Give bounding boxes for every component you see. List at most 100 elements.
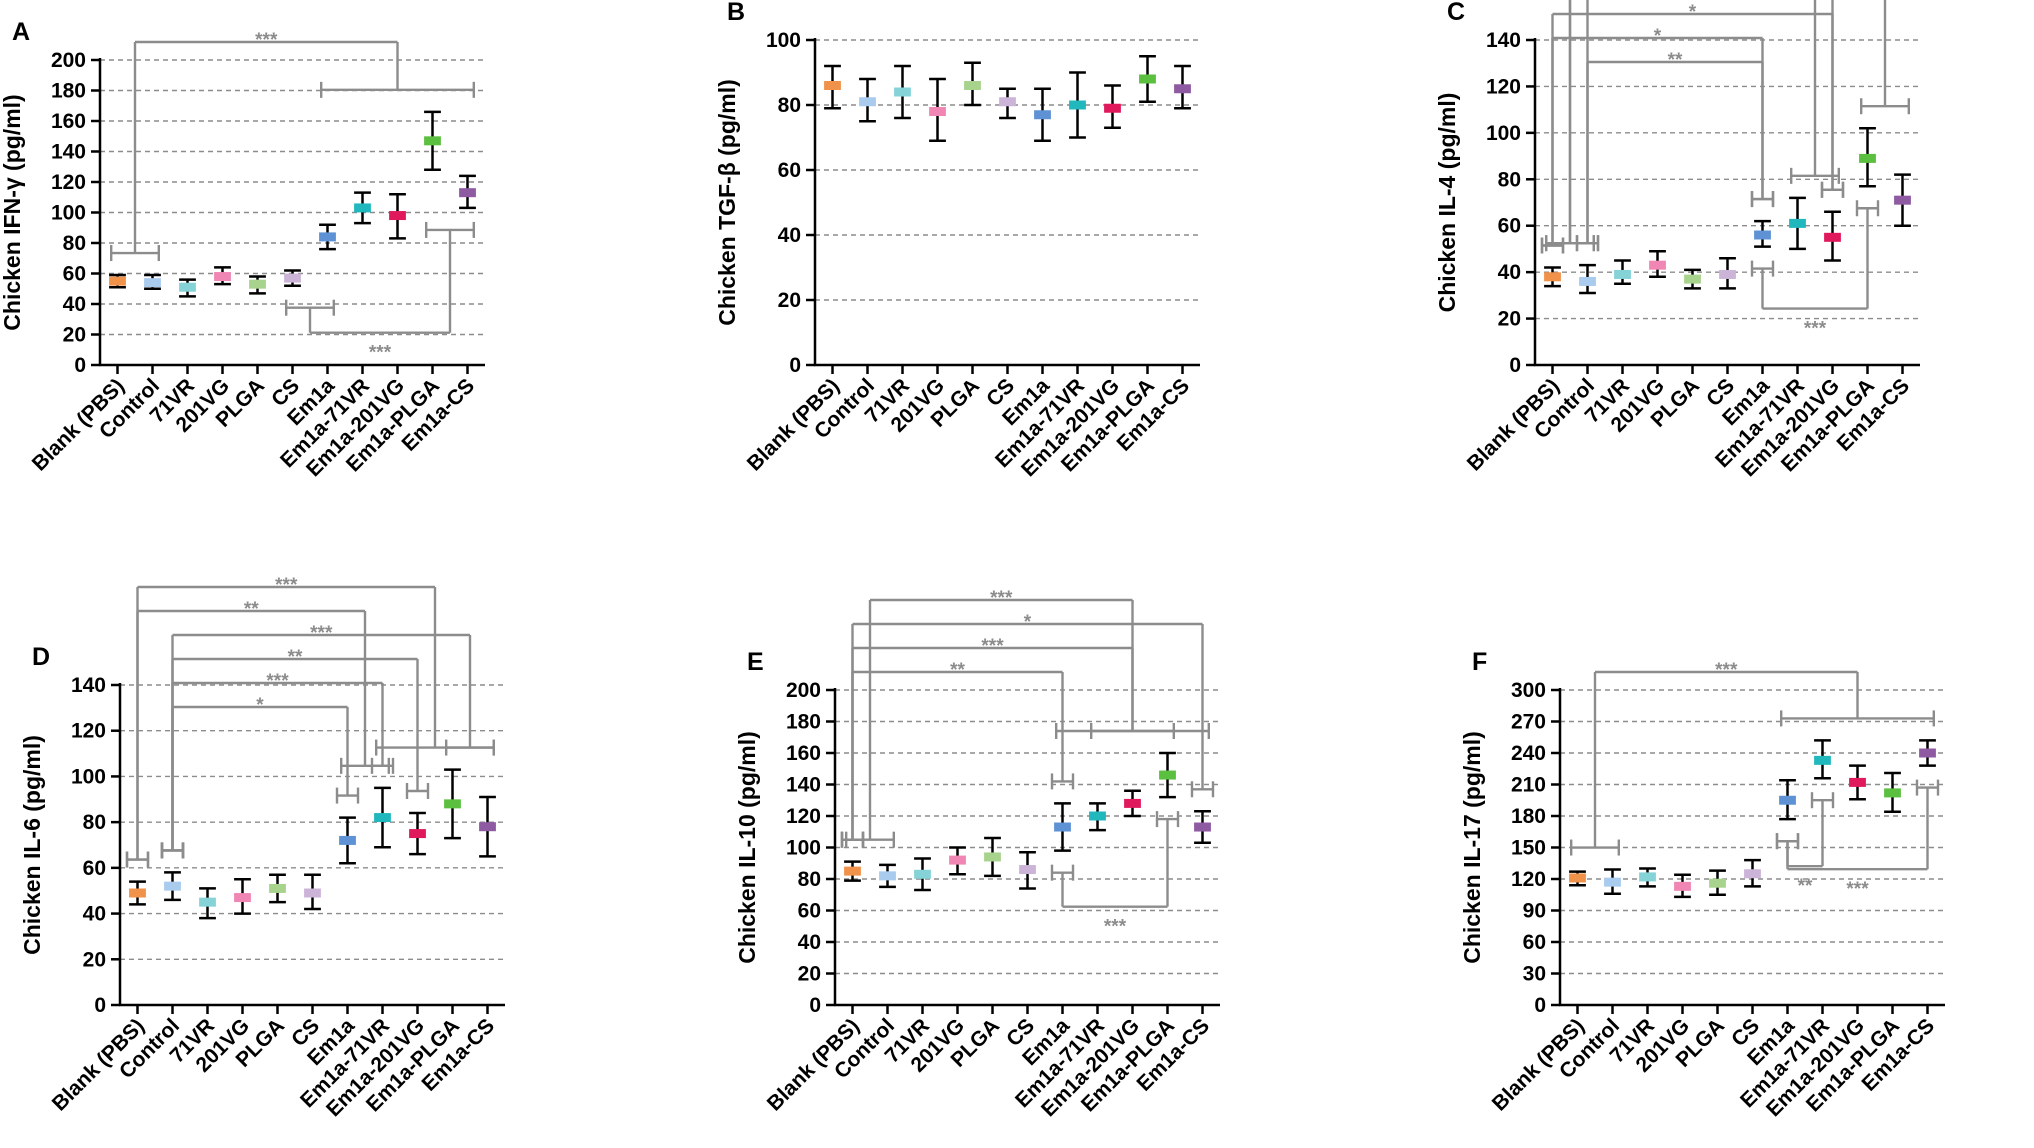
mean-marker	[1034, 110, 1051, 120]
mean-marker	[1544, 272, 1561, 282]
y-tick-label: 160	[51, 110, 86, 133]
mean-marker	[1849, 777, 1866, 787]
mean-marker	[1124, 798, 1141, 808]
y-tick-label: 140	[1486, 29, 1521, 52]
significance-label: *	[1024, 612, 1032, 633]
y-tick-label: 140	[71, 674, 106, 697]
mean-marker	[389, 211, 406, 221]
mean-marker	[1174, 84, 1191, 94]
significance-label: ***	[1804, 319, 1827, 340]
mean-marker	[1684, 274, 1701, 284]
mean-marker	[1639, 872, 1656, 882]
mean-marker	[144, 278, 161, 288]
significance-label: **	[1668, 50, 1683, 71]
significance-label: *	[1654, 26, 1662, 47]
significance-label: ***	[310, 623, 333, 644]
mean-marker	[459, 188, 476, 198]
significance-label: ***	[1715, 660, 1738, 681]
y-tick-label: 40	[83, 903, 106, 926]
mean-marker	[129, 888, 146, 898]
y-tick-label: 140	[51, 141, 86, 164]
mean-marker	[1859, 153, 1876, 163]
mean-marker	[1569, 873, 1586, 883]
mean-marker	[949, 855, 966, 865]
panel-letter: E	[747, 648, 764, 676]
y-tick-label: 120	[51, 171, 86, 194]
mean-marker	[1779, 795, 1796, 805]
mean-marker	[374, 813, 391, 823]
significance-label: ***	[1846, 879, 1869, 900]
mean-marker	[354, 203, 371, 213]
y-tick-label: 60	[83, 857, 106, 880]
mean-marker	[199, 897, 216, 907]
y-axis-title: Chicken IL-10 (pg/ml)	[734, 731, 760, 964]
panel-letter: D	[32, 643, 50, 671]
y-tick-label: 20	[1498, 308, 1521, 331]
y-tick-label: 80	[83, 811, 106, 834]
mean-marker	[984, 852, 1001, 862]
mean-marker	[179, 282, 196, 292]
y-tick-label: 120	[1486, 75, 1521, 98]
mean-marker	[1884, 788, 1901, 798]
y-tick-label: 200	[51, 49, 86, 72]
mean-marker	[1069, 100, 1086, 110]
significance-label: **	[244, 599, 259, 620]
mean-marker	[214, 272, 231, 282]
mean-marker	[879, 871, 896, 881]
y-tick-label: 90	[1523, 900, 1546, 923]
mean-marker	[1194, 822, 1211, 832]
y-axis-title: Chicken IL-17 (pg/ml)	[1459, 731, 1485, 964]
significance-label: **	[288, 647, 303, 668]
mean-marker	[1649, 260, 1666, 270]
y-tick-label: 120	[1511, 868, 1546, 891]
panel-letter: F	[1472, 648, 1487, 676]
mean-marker	[1824, 232, 1841, 242]
y-tick-label: 160	[786, 742, 821, 765]
mean-marker	[1744, 869, 1761, 879]
y-tick-label: 150	[1511, 837, 1546, 860]
y-tick-label: 200	[786, 679, 821, 702]
mean-marker	[304, 888, 321, 898]
mean-marker	[1814, 755, 1831, 765]
mean-marker	[1789, 218, 1806, 228]
y-tick-label: 100	[786, 837, 821, 860]
y-tick-label: 80	[798, 868, 821, 891]
y-tick-label: 40	[63, 293, 86, 316]
mean-marker	[1159, 770, 1176, 780]
mean-marker	[1579, 276, 1596, 286]
y-axis-title: Chicken IL-4 (pg/ml)	[1434, 93, 1460, 313]
y-tick-label: 20	[778, 289, 801, 312]
panel-letter: C	[1447, 0, 1465, 26]
significance-label: **	[1798, 876, 1813, 897]
mean-marker	[1709, 878, 1726, 888]
y-tick-label: 80	[63, 232, 86, 255]
y-tick-label: 60	[798, 900, 821, 923]
y-tick-label: 100	[766, 29, 801, 52]
mean-marker	[999, 97, 1016, 107]
mean-marker	[1019, 865, 1036, 875]
y-tick-label: 60	[1523, 931, 1546, 954]
y-tick-label: 80	[1498, 168, 1521, 191]
mean-marker	[444, 799, 461, 809]
mean-marker	[1674, 881, 1691, 891]
mean-marker	[1089, 811, 1106, 821]
y-tick-label: 210	[1511, 774, 1546, 797]
y-tick-label: 60	[778, 159, 801, 182]
mean-marker	[929, 107, 946, 116]
mean-marker	[844, 866, 861, 876]
mean-marker	[1104, 103, 1121, 113]
mean-marker	[164, 881, 181, 891]
y-tick-label: 20	[798, 963, 821, 986]
y-tick-label: 0	[74, 354, 86, 377]
mean-marker	[269, 883, 286, 893]
mean-marker	[479, 822, 496, 832]
mean-marker	[914, 869, 931, 879]
mean-marker	[1604, 877, 1621, 887]
y-tick-label: 240	[1511, 742, 1546, 765]
y-tick-label: 270	[1511, 711, 1546, 734]
significance-label: ***	[255, 30, 278, 51]
mean-marker	[339, 835, 356, 845]
